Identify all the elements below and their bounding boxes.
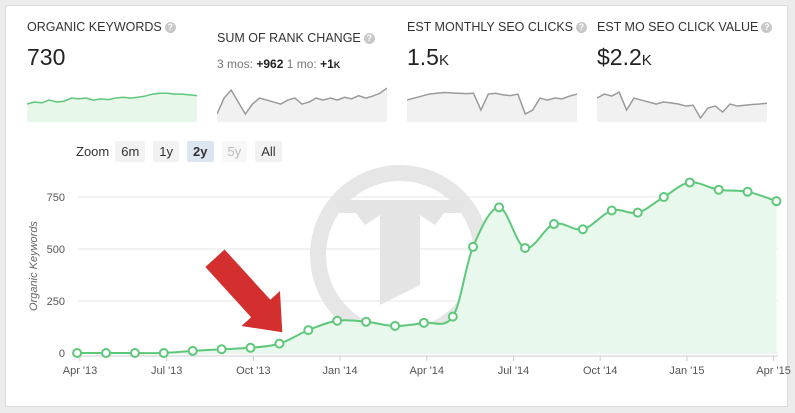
annotation-arrow bbox=[205, 249, 283, 333]
stat-label: ORGANIC KEYWORDS? bbox=[27, 20, 197, 34]
x-tick-label: Oct '14 bbox=[583, 365, 618, 377]
x-tick-label: Jan '15 bbox=[669, 365, 704, 377]
data-point bbox=[72, 348, 83, 358]
stat-card-rank-change: SUM OF RANK CHANGE? 3 mos: +962 1 mo: +1… bbox=[217, 20, 387, 122]
y-tick-label: 250 bbox=[47, 296, 65, 308]
stat-card-organic-keywords: ORGANIC KEYWORDS? 730 bbox=[27, 20, 197, 122]
data-point bbox=[245, 342, 256, 353]
data-point bbox=[274, 338, 285, 349]
data-point bbox=[332, 315, 343, 326]
stat-label: SUM OF RANK CHANGE? bbox=[217, 31, 387, 45]
sparkline-line bbox=[27, 92, 197, 105]
rank-change-summary: 3 mos: +962 1 mo: +1K bbox=[217, 57, 341, 71]
data-point bbox=[494, 202, 505, 213]
zoom-6m-button[interactable]: 6m bbox=[115, 140, 146, 162]
sparkline bbox=[27, 92, 197, 122]
zoom-5y-button: 5y bbox=[221, 140, 248, 162]
x-tick-label: Apr '14 bbox=[410, 365, 445, 377]
sparkline-line bbox=[407, 91, 577, 116]
stat-card-seo-clicks: EST MONTHLY SEO CLICKS? 1.5K bbox=[407, 20, 588, 122]
data-point bbox=[447, 311, 458, 322]
sparkline-area bbox=[217, 88, 387, 122]
sparkline bbox=[217, 87, 387, 122]
data-point bbox=[101, 348, 112, 358]
sparkline-area bbox=[407, 92, 577, 122]
data-point bbox=[606, 205, 617, 216]
stat-label: EST MO SEO CLICK VALUE? bbox=[597, 20, 773, 34]
sparkline-line bbox=[597, 91, 767, 120]
x-tick-label: Jan '14 bbox=[323, 365, 358, 377]
zoom-all-button[interactable]: All bbox=[255, 140, 282, 162]
y-tick-label: 0 bbox=[59, 348, 65, 360]
data-point bbox=[468, 241, 479, 252]
sparkline-line bbox=[217, 87, 387, 116]
data-point bbox=[129, 348, 140, 358]
zoom-label: Zoom bbox=[76, 143, 110, 159]
info-icon[interactable]: ? bbox=[576, 22, 588, 33]
y-axis-labels: 0 250 500 750 bbox=[47, 192, 65, 360]
zoom-controls: Zoom 6m 1y 2y 5y All bbox=[76, 140, 290, 162]
data-point bbox=[658, 192, 669, 202]
x-tick-label: Apr '15 bbox=[756, 365, 791, 377]
sparkline bbox=[407, 91, 577, 122]
x-tick-label: Jul '13 bbox=[151, 365, 182, 377]
data-point bbox=[390, 320, 401, 331]
data-point bbox=[520, 242, 531, 253]
y-tick-label: 500 bbox=[47, 244, 65, 256]
data-point bbox=[548, 219, 559, 230]
stat-value: 1.5K bbox=[407, 44, 449, 70]
data-point bbox=[577, 224, 588, 235]
keywords-area bbox=[77, 182, 777, 354]
data-point bbox=[632, 207, 643, 218]
y-axis-title: Organic Keywords bbox=[28, 221, 40, 311]
stat-value: $2.2K bbox=[597, 44, 652, 70]
data-point bbox=[187, 345, 198, 356]
data-point bbox=[742, 186, 753, 197]
x-tick-label: Jul '14 bbox=[498, 365, 529, 377]
data-point bbox=[418, 317, 429, 328]
zoom-2y-button[interactable]: 2y bbox=[187, 140, 214, 162]
zoom-1y-button[interactable]: 1y bbox=[153, 140, 180, 162]
sparkline-area bbox=[597, 92, 767, 122]
info-icon[interactable]: ? bbox=[164, 22, 176, 33]
data-point bbox=[771, 196, 782, 207]
sparkline-area bbox=[27, 93, 197, 122]
info-icon[interactable]: ? bbox=[363, 33, 375, 44]
x-tick-label: Apr '13 bbox=[63, 365, 98, 377]
x-tick-label: Oct '13 bbox=[236, 365, 271, 377]
data-points bbox=[72, 177, 782, 358]
data-point bbox=[158, 348, 169, 358]
red-arrow-icon bbox=[205, 249, 283, 333]
info-icon[interactable]: ? bbox=[761, 22, 773, 33]
data-point bbox=[713, 184, 724, 195]
data-point bbox=[684, 177, 695, 188]
data-point bbox=[303, 325, 314, 336]
stat-card-click-value: EST MO SEO CLICK VALUE? $2.2K bbox=[597, 20, 773, 122]
data-point bbox=[216, 344, 227, 355]
sparkline bbox=[597, 91, 767, 122]
data-point bbox=[361, 316, 372, 327]
x-axis-labels: Apr '13 Jul '13 Oct '13 Jan '14 Apr '14 Jul '… bbox=[63, 355, 791, 377]
y-tick-label: 750 bbox=[47, 192, 65, 204]
stat-value: 730 bbox=[27, 44, 66, 70]
stat-label: EST MONTHLY SEO CLICKS? bbox=[407, 20, 588, 34]
